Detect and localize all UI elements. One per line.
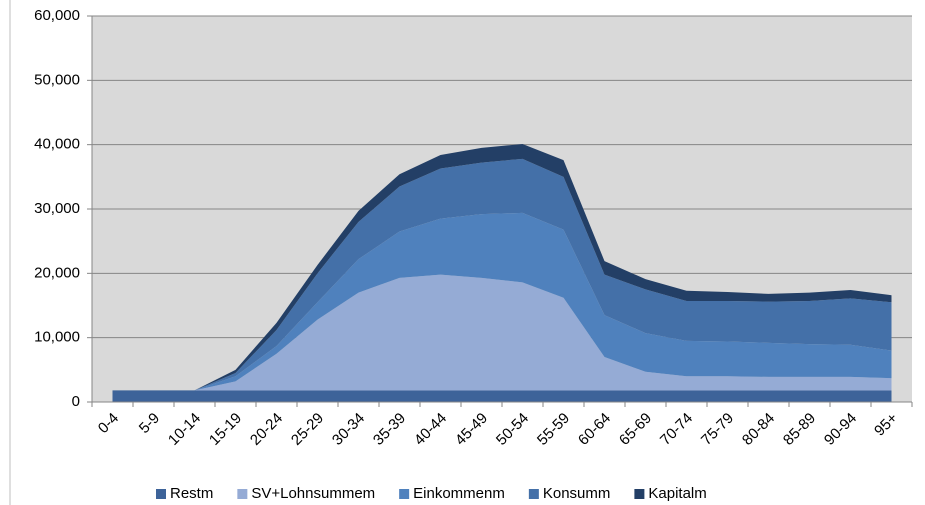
x-tick-label: 65-69 — [616, 410, 655, 449]
area — [112, 390, 892, 402]
y-tick-label: 10,000 — [34, 329, 80, 346]
legend-swatch — [634, 489, 645, 499]
legend-label: SV+Lohnsummem — [251, 485, 375, 502]
x-tick-label: 5-9 — [136, 410, 163, 437]
x-tick-label: 60-64 — [575, 410, 614, 449]
legend-swatch — [528, 489, 539, 499]
x-tick-label: 75-79 — [698, 410, 737, 449]
x-tick-label: 80-84 — [739, 410, 778, 449]
legend-label: Restm — [170, 485, 213, 502]
x-tick-label: 20-24 — [247, 410, 286, 449]
area — [112, 274, 892, 391]
legend-swatch — [156, 489, 166, 499]
x-tick-label: 10-14 — [165, 410, 204, 449]
legend-label: Einkommenm — [413, 485, 505, 502]
x-tick-label: 40-44 — [411, 410, 450, 449]
x-tick-label: 95+ — [871, 409, 901, 439]
y-tick-label: 50,000 — [34, 71, 80, 88]
x-tick-label: 0-4 — [95, 410, 122, 437]
x-tick-label: 85-89 — [780, 410, 819, 449]
x-tick-label: 15-19 — [206, 410, 245, 449]
y-tick-label: 30,000 — [34, 200, 80, 217]
x-tick-label: 55-59 — [534, 410, 573, 449]
x-tick-label: 90-94 — [821, 410, 860, 449]
y-tick-label: 20,000 — [34, 264, 80, 281]
x-tick-label: 30-34 — [329, 410, 368, 449]
area — [112, 158, 892, 391]
y-tick-label: 60,000 — [34, 7, 80, 24]
x-tick-label: 45-49 — [452, 410, 491, 449]
y-tick-label: 0 — [72, 393, 80, 410]
legend-label: Kapitalm — [648, 485, 706, 502]
x-tick-label: 70-74 — [657, 410, 696, 449]
legend-swatch — [399, 489, 410, 499]
x-tick-label: 35-39 — [370, 410, 409, 449]
legend-label: Konsumm — [543, 485, 611, 502]
legend-swatch — [237, 489, 248, 499]
area — [112, 212, 892, 391]
x-tick-label: 25-29 — [288, 410, 327, 449]
x-tick-label: 50-54 — [493, 410, 532, 449]
y-tick-label: 40,000 — [34, 136, 80, 153]
